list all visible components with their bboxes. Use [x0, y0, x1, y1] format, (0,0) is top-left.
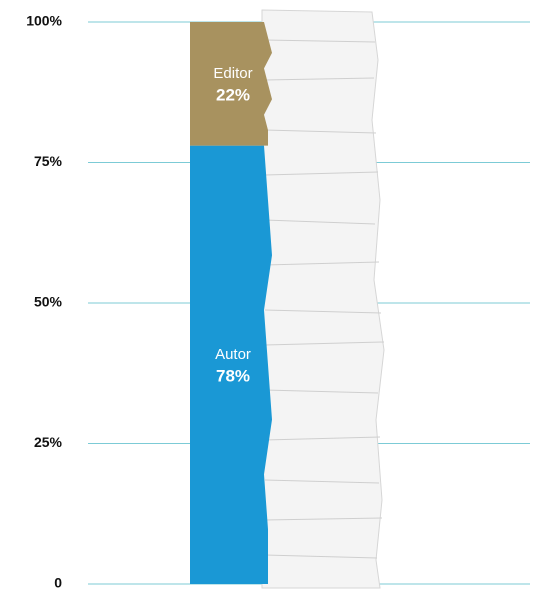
y-tick-label: 75%	[34, 153, 63, 169]
bar-segment	[190, 145, 272, 584]
y-tick-label: 0	[54, 575, 62, 591]
paper	[261, 9, 385, 589]
segment-name: Autor	[215, 346, 251, 363]
paper-edges	[264, 39, 385, 559]
value-label: 78%	[216, 366, 250, 385]
segment-name: Editor	[213, 65, 252, 82]
value-label: 22%	[216, 85, 250, 104]
paper-stack	[261, 9, 385, 589]
y-tick-label: 50%	[34, 294, 63, 310]
y-tick-label: 100%	[26, 13, 62, 29]
y-tick-label: 25%	[34, 434, 63, 450]
bar-segment	[190, 22, 272, 146]
